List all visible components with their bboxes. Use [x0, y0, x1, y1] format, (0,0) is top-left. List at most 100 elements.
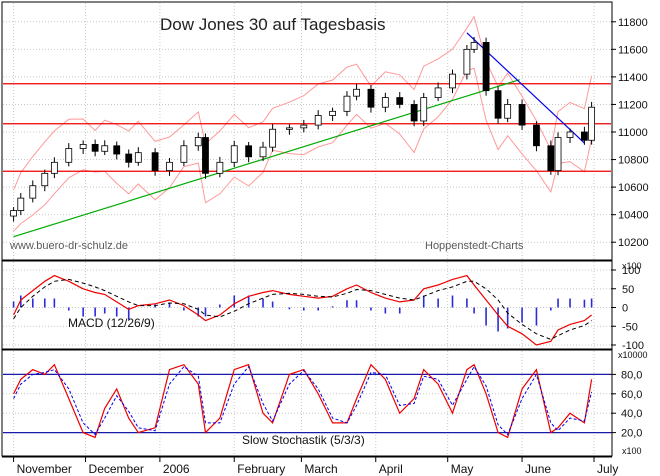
stochastic-tick-label: 20,0 [621, 428, 642, 440]
candle-body [245, 145, 253, 158]
stochastic-panel-frame [1, 349, 613, 457]
candle-body [286, 127, 293, 130]
macd-axis-note: x100 [622, 261, 642, 271]
trendline [13, 79, 520, 238]
candle-body [504, 104, 512, 119]
candle-body [194, 137, 202, 147]
candle-body [166, 161, 173, 171]
candle-body [314, 115, 322, 126]
month-label: December [89, 462, 144, 476]
month-label: November [17, 462, 72, 476]
month-axis: November December 2006 February March April Ma… [2, 456, 618, 476]
stochastic-tick-label: 60,0 [621, 389, 642, 401]
candle-body [566, 131, 574, 138]
month-label: June [525, 462, 551, 476]
candle-body [50, 161, 58, 174]
month-label: March [304, 462, 337, 476]
stochastic-axis: 80,0 60,0 40,0 20,0 x10000 x100 [611, 350, 648, 456]
candle-body [434, 87, 442, 98]
stochastic-label: Slow Stochastik (5/3/3) [242, 433, 365, 447]
candle-body [180, 145, 188, 163]
macd-line [13, 274, 592, 346]
price-tick-label: 10800 [618, 155, 649, 167]
price-tick-label: 10200 [618, 237, 649, 249]
price-tick-label: 10600 [618, 182, 649, 194]
stochastic-panel: 80,0 60,0 40,0 20,0 x10000 x100 Slow Stochast… [1, 349, 648, 457]
price-panel: 11800 11600 11400 11200 11000 10800 10600 10400… [1, 1, 649, 261]
candle-body [449, 73, 456, 89]
month-label: April [379, 462, 403, 476]
month-label: July [597, 462, 618, 476]
macd-histogram [12, 295, 593, 332]
macd-panel-frame [1, 260, 613, 350]
month-label: 2006 [163, 462, 190, 476]
macd-tick-label: 0 [622, 303, 628, 315]
candle-body [533, 124, 540, 147]
price-tick-label: 11400 [618, 72, 648, 84]
candle-body [230, 145, 238, 163]
macd-signal-line [13, 278, 592, 340]
macd-tick-label: 100 [622, 265, 640, 277]
macd-lines [13, 274, 592, 346]
stochastic-tick-label: 40,0 [621, 408, 642, 420]
candle-body [79, 143, 87, 149]
price-axis: 11800 11600 11400 11200 11000 10800 10600 10400… [611, 17, 649, 249]
candle-body [410, 104, 418, 122]
candle-body [134, 152, 142, 163]
macd-label: MACD (12/26/9) [68, 316, 155, 330]
stochastic-d-line [13, 365, 593, 436]
stochastic-axis-note-top: x10000 [618, 350, 648, 360]
candle-body [353, 88, 360, 97]
candle-body [547, 145, 555, 171]
chart-title: Dow Jones 30 auf Tagesbasis [160, 15, 386, 34]
candle-body [259, 146, 267, 158]
candle-body [269, 128, 277, 148]
candle-body [463, 48, 471, 75]
stochastic-lines [13, 363, 593, 439]
source-label: Hoppenstedt-Charts [425, 240, 524, 252]
candle-body [41, 172, 49, 187]
candle-body [588, 106, 596, 141]
candle-body [151, 152, 159, 171]
candle-body [202, 137, 209, 174]
candle-body [381, 97, 389, 108]
candle-body [10, 210, 17, 217]
candle-body [470, 42, 478, 50]
candle-body [17, 197, 25, 211]
candle-body [396, 97, 404, 105]
horizontal-levels [3, 83, 611, 172]
candle-body [494, 90, 502, 119]
candle-body [216, 161, 224, 174]
candle-body [91, 143, 99, 152]
candle-body [581, 131, 588, 141]
price-grid [3, 3, 611, 259]
price-tick-label: 11600 [618, 44, 648, 56]
candle-body [101, 145, 109, 152]
candlesticks [10, 36, 596, 222]
stochastic-axis-note-bottom: x100 [622, 446, 642, 456]
stochastic-tick-label: 80,0 [621, 369, 642, 381]
price-tick-label: 11000 [618, 127, 648, 139]
website-label: www.buero-dr-schulz.de [9, 240, 128, 252]
candle-body [29, 185, 37, 199]
macd-tick-label: -50 [622, 321, 638, 333]
price-panel-frame [1, 1, 613, 261]
price-tick-label: 11800 [618, 17, 648, 29]
macd-tick-label: 50 [622, 284, 634, 296]
candle-body [329, 110, 336, 116]
candle-body [367, 88, 375, 108]
candle-body [343, 95, 351, 112]
macd-tick-label: -100 [622, 340, 644, 352]
candle-body [482, 42, 490, 92]
candle-body [125, 153, 133, 163]
macd-panel: 100 50 0 -50 -100 x100 MACD (12/26/9) [1, 260, 644, 352]
candle-body [65, 148, 73, 163]
candle-body [113, 145, 121, 155]
macd-axis: 100 50 0 -50 -100 x100 [611, 261, 644, 352]
price-tick-label: 10400 [618, 210, 649, 222]
month-label: May [451, 462, 474, 476]
candle-body [554, 137, 562, 171]
stochastic-k-line [13, 363, 593, 439]
